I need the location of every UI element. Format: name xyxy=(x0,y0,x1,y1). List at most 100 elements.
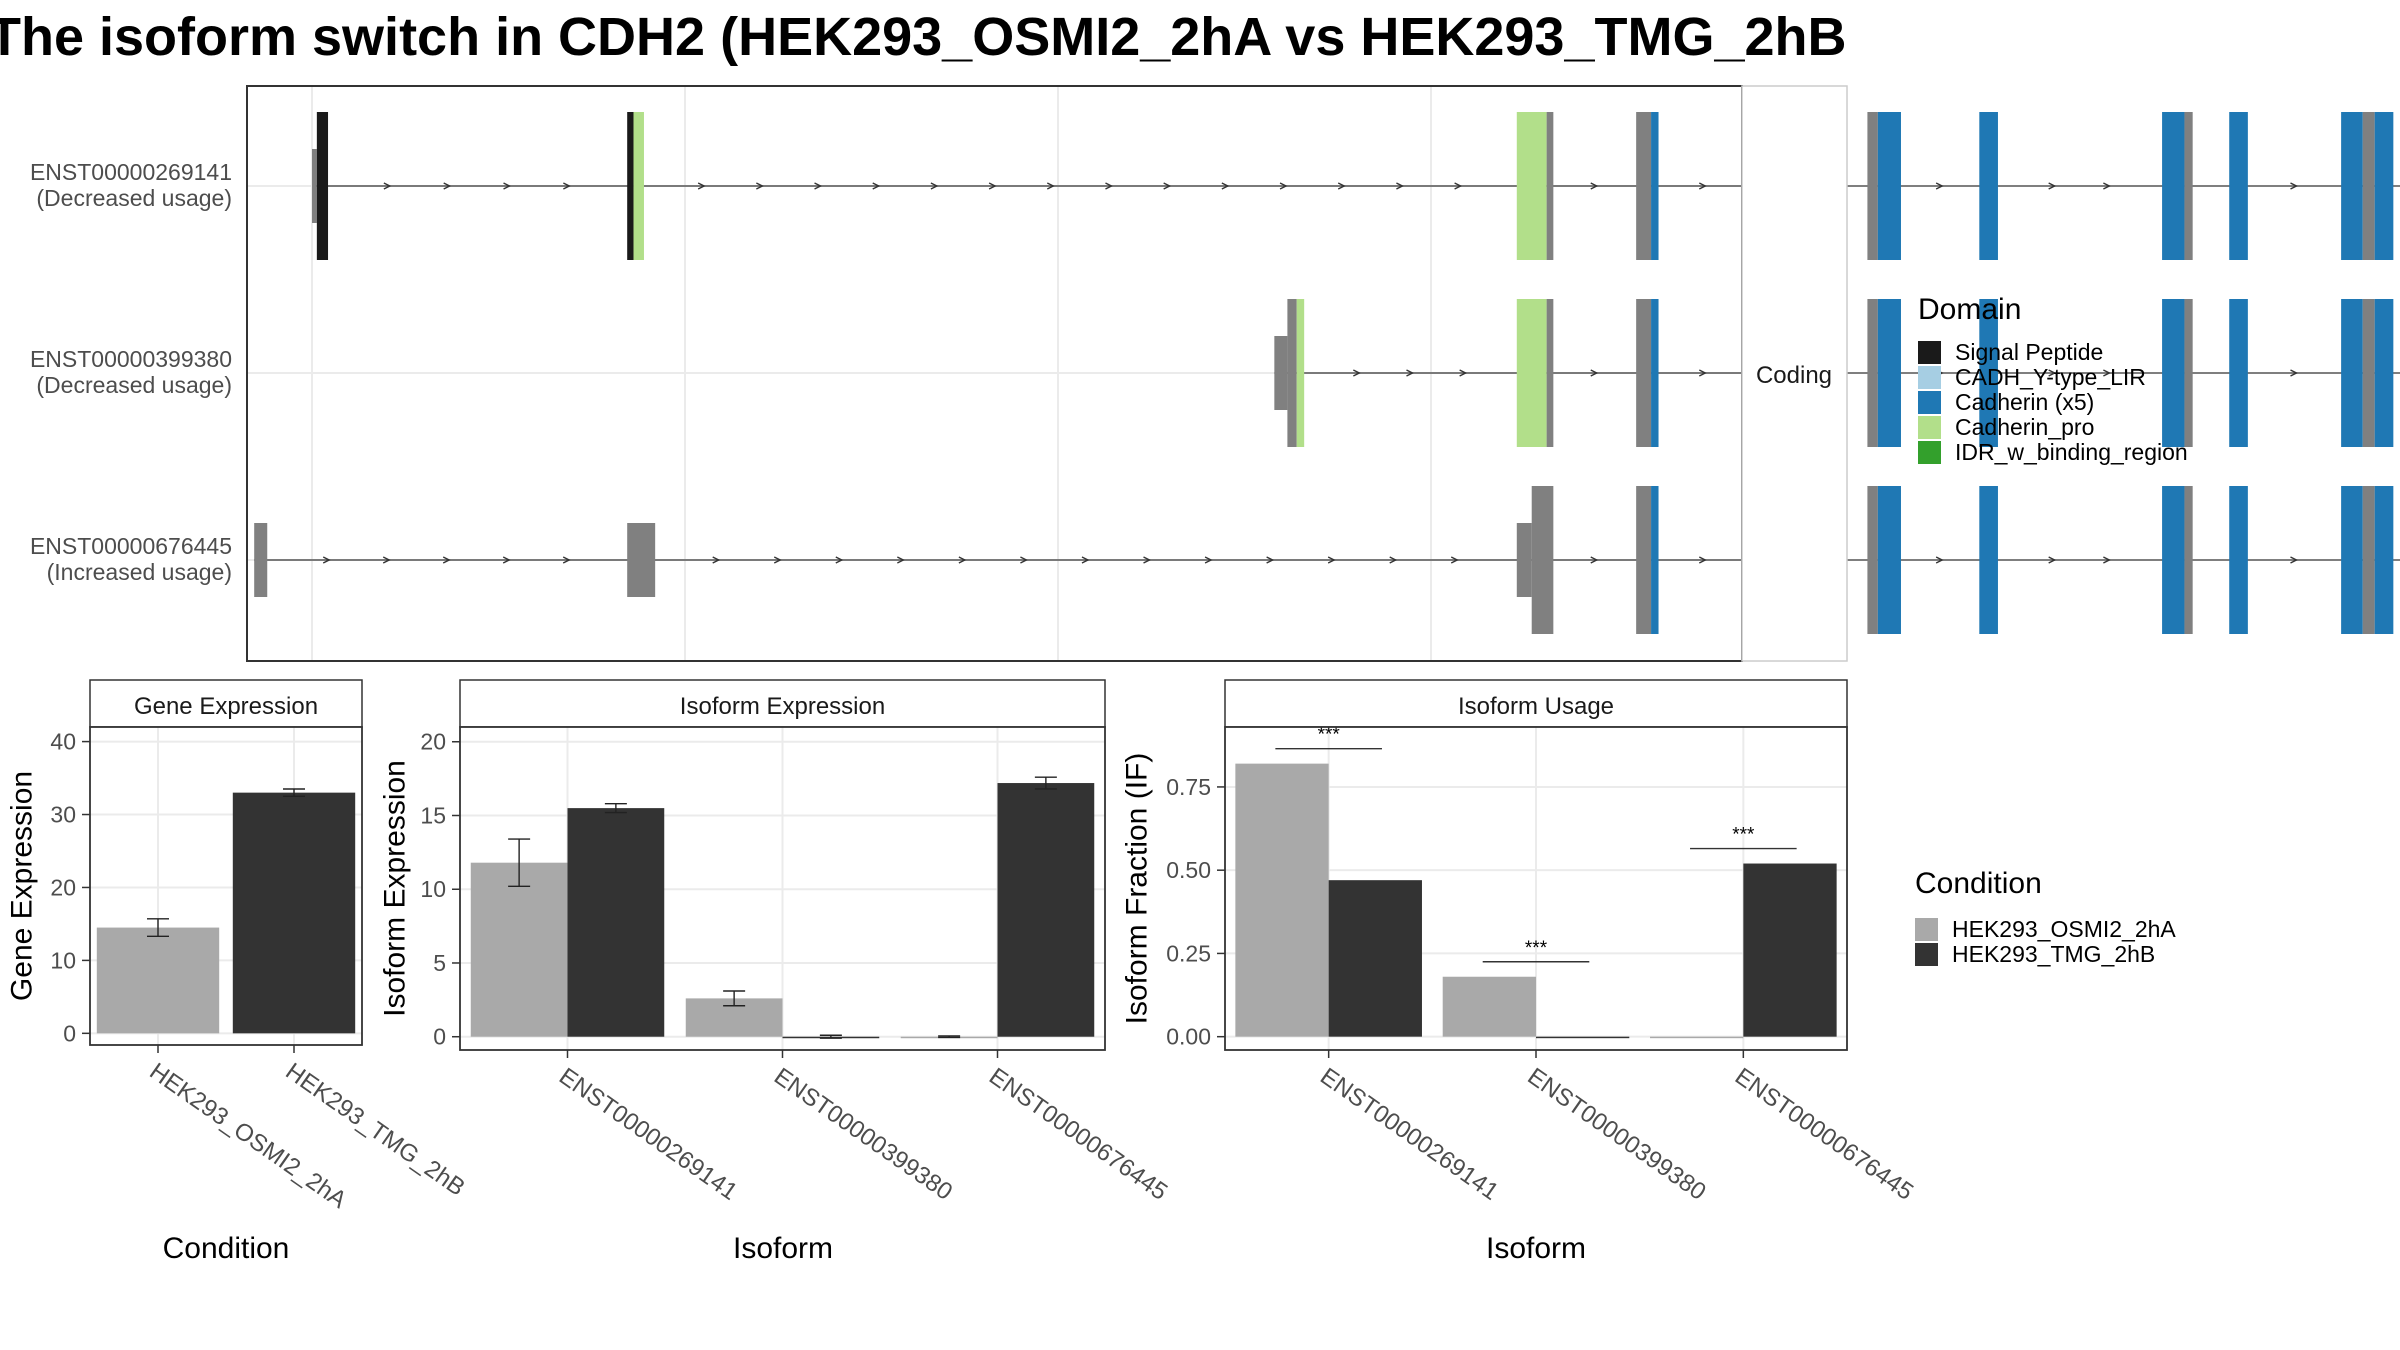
exon-block xyxy=(633,112,644,260)
intron-direction-arrow xyxy=(2103,182,2111,190)
intron-direction-arrow xyxy=(1143,556,1152,564)
domain-legend-label: Signal Peptide xyxy=(1955,339,2103,365)
y-tick-label: 20 xyxy=(50,874,76,900)
intron-direction-arrow xyxy=(443,182,452,190)
y-tick-label: 40 xyxy=(50,729,76,755)
bar xyxy=(232,792,356,1034)
condition-legend-swatch xyxy=(1915,918,1938,941)
bar xyxy=(1650,1036,1744,1039)
exon-block xyxy=(2229,299,2248,447)
exon-block xyxy=(1877,112,1901,260)
y-tick-label: 10 xyxy=(50,947,76,973)
exon-block xyxy=(2162,486,2185,634)
exon-block xyxy=(2341,112,2363,260)
panel-strip-label: Isoform Expression xyxy=(680,693,885,720)
y-axis-title: Gene Expression xyxy=(6,771,39,1001)
exon-block xyxy=(2184,299,2193,447)
exon-block xyxy=(1546,299,1554,447)
y-tick-label: 0.75 xyxy=(1166,774,1211,800)
intron-direction-arrow xyxy=(1698,182,1707,190)
intron-direction-arrow xyxy=(1221,182,1230,190)
intron-direction-arrow xyxy=(1105,182,1114,190)
y-axis-title: Isoform Fraction (IF) xyxy=(1121,753,1154,1025)
exon-block xyxy=(1274,336,1288,410)
intron-direction-arrow xyxy=(1163,182,1172,190)
exon-block xyxy=(2374,112,2394,260)
intron-direction-arrow xyxy=(958,556,967,564)
intron-direction-arrow xyxy=(1353,369,1361,377)
domain-legend-label: IDR_w_binding_region xyxy=(1955,439,2188,465)
transcript-label: ENST00000676445 xyxy=(30,533,232,559)
intron-direction-arrow xyxy=(2103,556,2111,564)
intron-direction-arrow xyxy=(1590,182,1599,190)
intron-direction-arrow xyxy=(2290,182,2299,190)
intron-direction-arrow xyxy=(1020,556,1028,564)
domain-legend-swatch xyxy=(1918,341,1941,364)
exon-block xyxy=(1546,112,1554,260)
exon-block xyxy=(1867,299,1878,447)
panel-border xyxy=(1224,726,1848,1051)
intron-direction-arrow xyxy=(503,182,512,190)
intron-direction-arrow xyxy=(1590,556,1599,564)
domain-legend-label: Cadherin_pro xyxy=(1955,414,2094,440)
exon-block xyxy=(1531,486,1554,634)
intron-direction-arrow xyxy=(563,182,571,190)
exon-block xyxy=(312,149,317,223)
condition-legend-label: HEK293_TMG_2hB xyxy=(1952,941,2155,967)
domain-legend-swatch xyxy=(1918,366,1941,389)
intron-direction-arrow xyxy=(1204,556,1213,564)
transcript-usage-label: (Decreased usage) xyxy=(36,185,232,211)
exon-block xyxy=(1651,486,1659,634)
intron-direction-arrow xyxy=(756,182,764,190)
intron-direction-arrow xyxy=(383,182,392,190)
domain-legend-swatch xyxy=(1918,416,1941,439)
x-tick-label: ENST00000399380 xyxy=(1523,1063,1711,1206)
bar xyxy=(1442,976,1536,1037)
exon-block xyxy=(2162,112,2185,260)
exon-block xyxy=(1516,112,1547,260)
exon-block xyxy=(1516,523,1532,597)
intron-direction-arrow xyxy=(2048,556,2057,564)
exon-block xyxy=(1636,486,1652,634)
bar xyxy=(997,783,1095,1037)
intron-direction-arrow xyxy=(773,556,782,564)
panel-border xyxy=(459,726,1106,1051)
intron-direction-arrow xyxy=(1454,182,1463,190)
intron-direction-arrow xyxy=(930,182,939,190)
exon-block xyxy=(2229,112,2248,260)
exon-block xyxy=(2341,299,2363,447)
exon-block xyxy=(1979,486,1998,634)
y-tick-label: 0.25 xyxy=(1166,940,1211,966)
condition-legend-swatch xyxy=(1915,943,1938,966)
intron-direction-arrow xyxy=(2048,182,2057,190)
intron-direction-arrow xyxy=(872,182,881,190)
exon-block xyxy=(254,523,268,597)
transcript-label: ENST00000399380 xyxy=(30,346,232,372)
y-tick-label: 15 xyxy=(420,802,446,828)
exon-block xyxy=(1516,299,1547,447)
domain-legend-label: Cadherin (x5) xyxy=(1955,389,2094,415)
exon-block xyxy=(2162,299,2185,447)
y-tick-label: 10 xyxy=(420,876,446,902)
condition-legend-label: HEK293_OSMI2_2hA xyxy=(1952,916,2176,942)
intron-direction-arrow xyxy=(988,182,997,190)
intron-direction-arrow xyxy=(814,182,823,190)
intron-direction-arrow xyxy=(442,556,451,564)
exon-block xyxy=(1979,112,1998,260)
exon-block xyxy=(627,112,634,260)
y-tick-label: 20 xyxy=(420,729,446,755)
x-tick-label: ENST00000269141 xyxy=(1315,1063,1503,1206)
intron-direction-arrow xyxy=(322,556,331,564)
exon-block xyxy=(2362,299,2375,447)
bar xyxy=(567,808,665,1037)
significance-label: *** xyxy=(1318,725,1341,746)
x-axis-title: Isoform xyxy=(733,1232,833,1265)
transcript-usage-label: (Increased usage) xyxy=(47,559,232,585)
intron-direction-arrow xyxy=(1389,556,1398,564)
exon-block xyxy=(2362,112,2375,260)
panel-strip-label: Gene Expression xyxy=(134,693,318,720)
x-axis-title: Isoform xyxy=(1486,1232,1586,1265)
exon-block xyxy=(1979,299,1998,447)
